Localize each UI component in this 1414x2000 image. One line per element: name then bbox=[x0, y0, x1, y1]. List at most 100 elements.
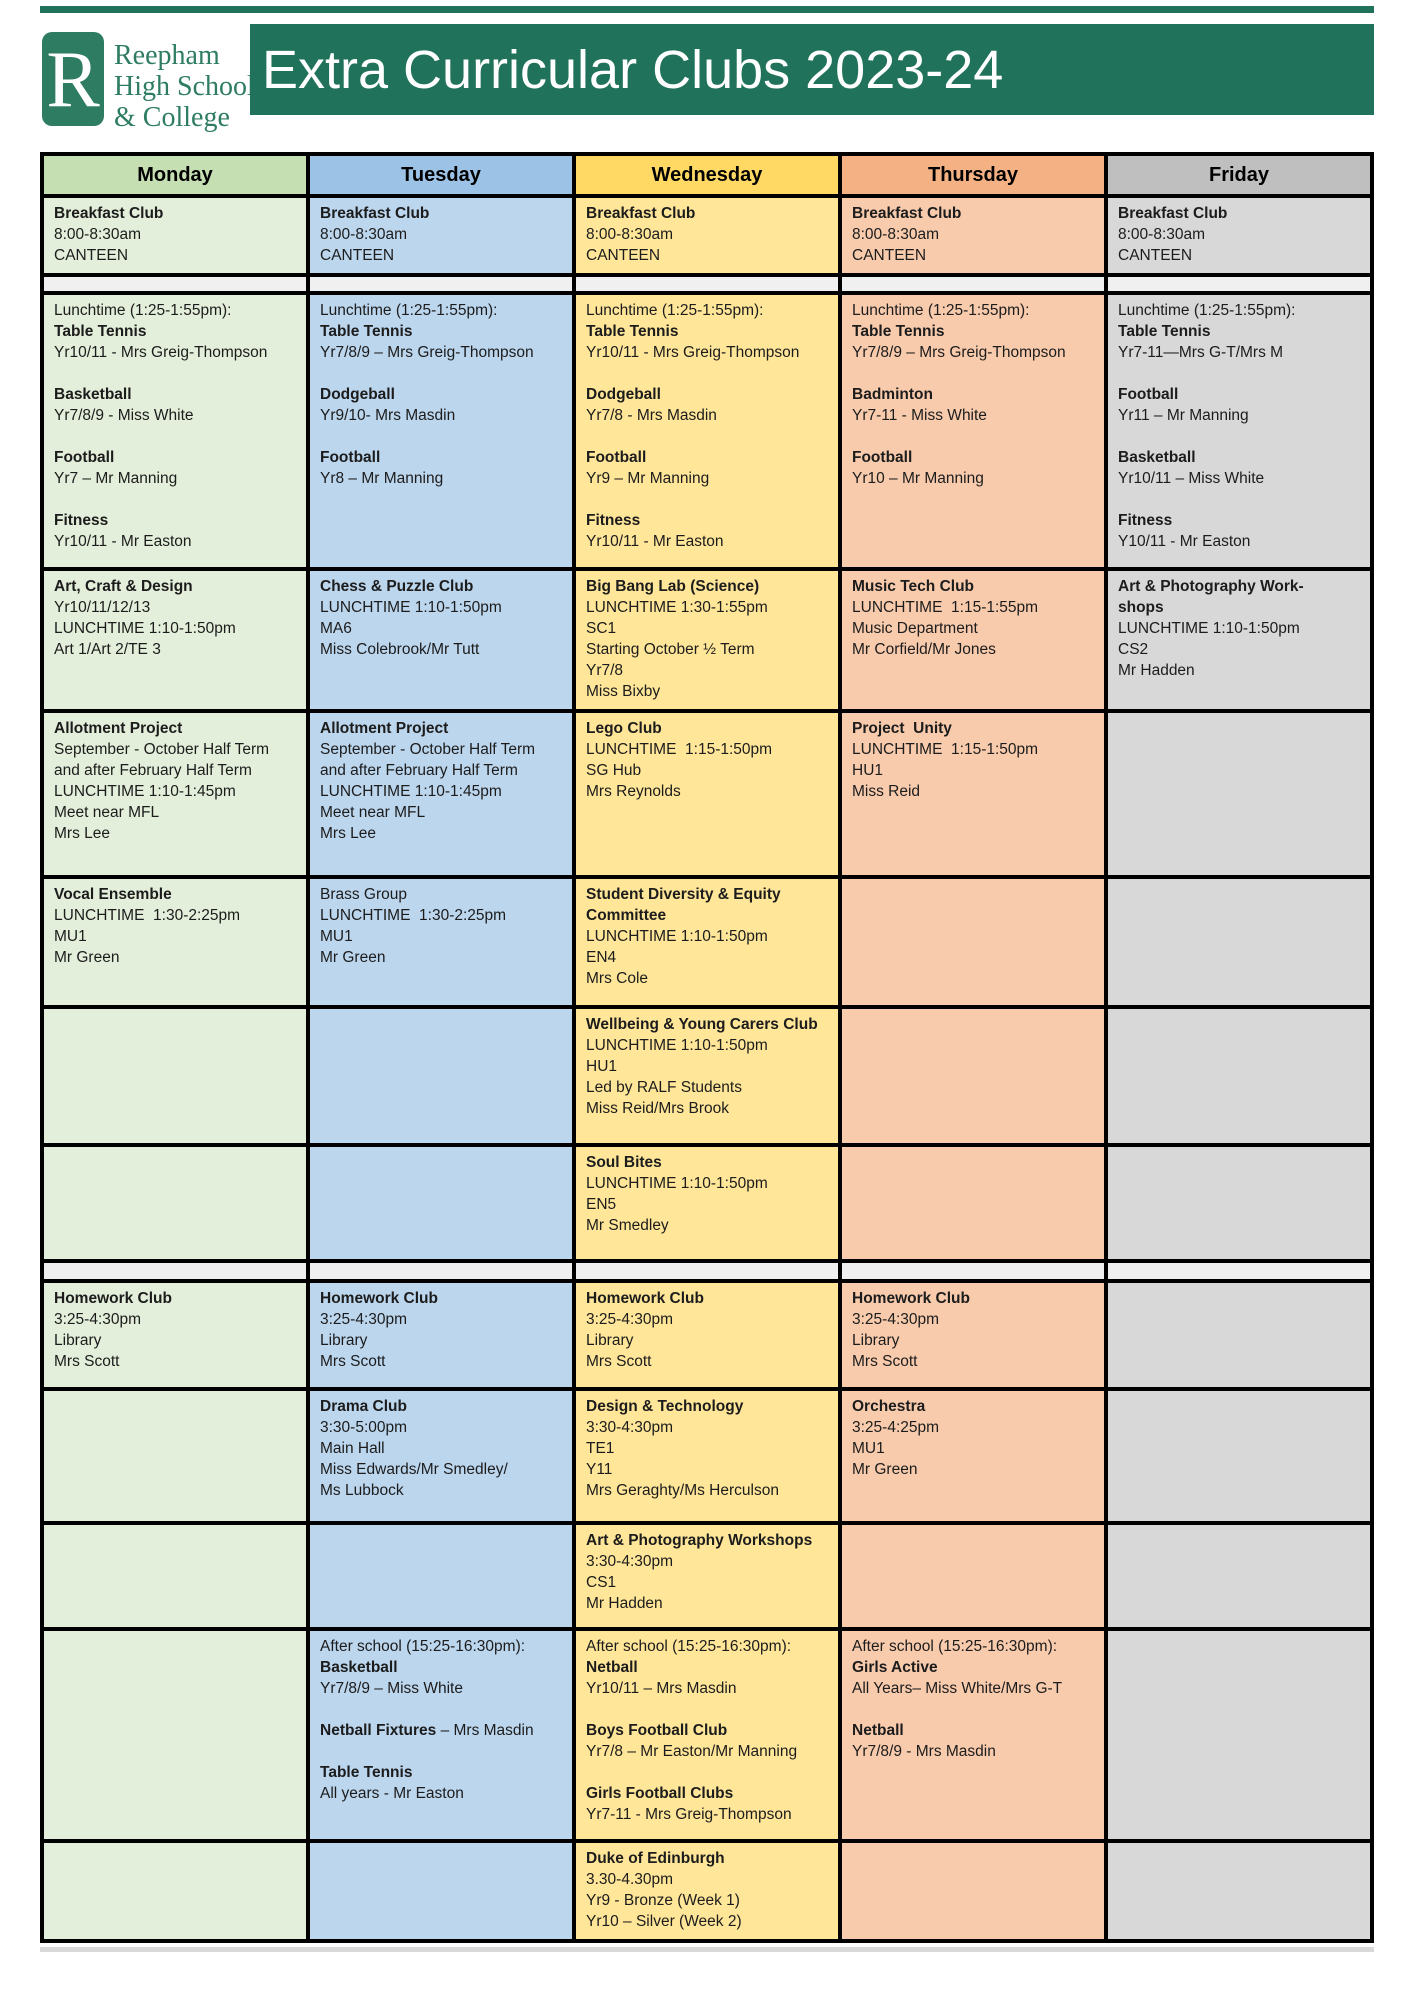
title-banner: Extra Curricular Clubs 2023-24 bbox=[250, 24, 1374, 115]
cell-line bbox=[54, 363, 300, 384]
cell-lunch-clubs-4-tuesday bbox=[310, 1009, 572, 1143]
cell-line: Meet near MFL bbox=[54, 804, 160, 821]
cell-duke-of-edinburgh-monday bbox=[44, 1843, 306, 1939]
cell-line: Art & Photography Workshops bbox=[586, 1532, 813, 1549]
school-logo-letter: R bbox=[46, 36, 100, 124]
cell-line: Breakfast Club bbox=[852, 205, 962, 222]
cell-line: LUNCHTIME 1:10-1:50pm bbox=[1118, 620, 1300, 637]
top-accent-line bbox=[40, 6, 1374, 13]
cell-line: Basketball bbox=[1118, 449, 1196, 466]
cell-lunchtime-sport-friday: Lunchtime (1:25-1:55pm): Table Tennis Yr7-… bbox=[1108, 295, 1370, 567]
school-name-line: High School bbox=[114, 71, 255, 102]
cell-line: Yr7-11—Mrs G-T/Mrs M bbox=[1118, 344, 1284, 361]
cell-line bbox=[1118, 363, 1364, 384]
day-header-wednesday: Wednesday bbox=[576, 156, 838, 194]
cell-line: Yr9 – Mr Manning bbox=[586, 470, 710, 487]
cell-line: TE1 bbox=[586, 1440, 615, 1457]
cell-line: Music Tech Club bbox=[852, 578, 975, 595]
cell-line: Netball bbox=[852, 1722, 904, 1739]
cell-afterschool-sport-tuesday: After school (15:25-16:30pm): Basketball Y… bbox=[310, 1631, 572, 1839]
cell-line: Yr7-11 - Mrs Greig-Thompson bbox=[586, 1806, 792, 1823]
cell-lunchtime-sport-monday: Lunchtime (1:25-1:55pm): Table Tennis Yr10… bbox=[44, 295, 306, 567]
cell-line: shops bbox=[1118, 599, 1164, 616]
cell-spacer-1-thursday bbox=[842, 277, 1104, 291]
cell-line: HU1 bbox=[586, 1058, 618, 1075]
cell-lunch-clubs-2-tuesday: Allotment Project September - October Hal… bbox=[310, 713, 572, 875]
cell-afterschool-1-thursday: Orchestra 3:25-4:25pm MU1 Mr Green bbox=[842, 1391, 1104, 1521]
day-header-monday: Monday bbox=[44, 156, 306, 194]
cell-line: Football bbox=[54, 449, 115, 466]
table-row-duke-of-edinburgh: Duke of Edinburgh 3.30-4.30pm Yr9 - Bronze… bbox=[44, 1843, 1370, 1939]
cell-lunch-clubs-4-monday bbox=[44, 1009, 306, 1143]
cell-line: 3:25-4:30pm bbox=[586, 1311, 674, 1328]
cell-line: Art & Photography Work- bbox=[1118, 578, 1304, 595]
cell-homework-monday: Homework Club 3:25-4:30pm Library Mrs Scott bbox=[44, 1283, 306, 1387]
cell-lunch-clubs-5-friday bbox=[1108, 1147, 1370, 1259]
cell-afterschool-2-monday bbox=[44, 1525, 306, 1627]
cell-lunch-clubs-5-wednesday: Soul Bites LUNCHTIME 1:10-1:50pm EN5 Mr Sme… bbox=[576, 1147, 838, 1259]
cell-line: Student Diversity & Equity bbox=[586, 886, 781, 903]
cell-line: Library bbox=[54, 1332, 102, 1349]
cell-line: After school (15:25-16:30pm): bbox=[320, 1638, 526, 1655]
cell-line: SG Hub bbox=[586, 762, 642, 779]
cell-line: Music Department bbox=[852, 620, 978, 637]
cell-line: Football bbox=[320, 449, 381, 466]
cell-breakfast-tuesday: Breakfast Club 8:00-8:30am CANTEEN bbox=[310, 198, 572, 273]
cell-line: Yr10 – Mr Manning bbox=[852, 470, 984, 487]
cell-line: Miss Edwards/Mr Smedley/ bbox=[320, 1461, 508, 1478]
cell-line: Table Tennis bbox=[320, 323, 413, 340]
cell-line: Lunchtime (1:25-1:55pm): bbox=[54, 302, 232, 319]
cell-lunch-clubs-2-thursday: Project Unity LUNCHTIME 1:15-1:50pm HU1 Mis… bbox=[842, 713, 1104, 875]
cell-line: After school (15:25-16:30pm): bbox=[852, 1638, 1058, 1655]
cell-spacer-2-monday bbox=[44, 1263, 306, 1279]
cell-afterschool-1-monday bbox=[44, 1391, 306, 1521]
cell-line: LUNCHTIME 1:30-2:25pm bbox=[54, 907, 241, 924]
table-row-afterschool-sport: After school (15:25-16:30pm): Basketball Y… bbox=[44, 1631, 1370, 1839]
cell-afterschool-2-tuesday bbox=[310, 1525, 572, 1627]
cell-line: Mrs Scott bbox=[586, 1353, 652, 1370]
cell-line: Yr7/8/9 – Mrs Greig-Thompson bbox=[320, 344, 534, 361]
cell-line: September - October Half Term bbox=[320, 741, 536, 758]
cell-line: 8:00-8:30am bbox=[1118, 226, 1206, 243]
cell-spacer-2-wednesday bbox=[576, 1263, 838, 1279]
cell-line: Y10/11 - Mr Easton bbox=[1118, 533, 1251, 550]
cell-line: Wellbeing & Young Carers Club bbox=[586, 1016, 818, 1033]
cell-line: Lunchtime (1:25-1:55pm): bbox=[320, 302, 498, 319]
cell-line: Boys Football Club bbox=[586, 1722, 728, 1739]
table-row-afterschool-1: Drama Club 3:30-5:00pm Main Hall Miss Edwar… bbox=[44, 1391, 1370, 1521]
cell-line: 3:25-4:30pm bbox=[54, 1311, 142, 1328]
cell-line: LUNCHTIME 1:15-1:50pm bbox=[586, 741, 773, 758]
table-row-lunch-clubs-3: Vocal Ensemble LUNCHTIME 1:30-2:25pm MU1 Mr… bbox=[44, 879, 1370, 1005]
cell-afterschool-2-thursday bbox=[842, 1525, 1104, 1627]
cell-lunch-clubs-5-thursday bbox=[842, 1147, 1104, 1259]
cell-line: Basketball bbox=[320, 1659, 398, 1676]
cell-homework-friday bbox=[1108, 1283, 1370, 1387]
cell-lunchtime-sport-tuesday: Lunchtime (1:25-1:55pm): Table Tennis Yr7/… bbox=[310, 295, 572, 567]
cell-spacer-1-tuesday bbox=[310, 277, 572, 291]
cell-line: Breakfast Club bbox=[320, 205, 430, 222]
cell-line: Netball Fixtures – Mrs Masdin bbox=[320, 1722, 534, 1739]
cell-line: Meet near MFL bbox=[320, 804, 426, 821]
cell-line: Miss Reid bbox=[852, 783, 921, 800]
cell-line bbox=[586, 363, 832, 384]
cell-lunch-clubs-4-friday bbox=[1108, 1009, 1370, 1143]
cell-line: MA6 bbox=[320, 620, 352, 637]
school-name-line: Reepham bbox=[114, 40, 220, 71]
cell-line: Y11 bbox=[586, 1461, 613, 1478]
cell-line: Miss Bixby bbox=[586, 683, 661, 700]
cell-line: Mrs Scott bbox=[852, 1353, 918, 1370]
cell-line: Yr7/8/9 - Miss White bbox=[54, 407, 194, 424]
cell-line: Ms Lubbock bbox=[320, 1482, 404, 1499]
clubs-table: Monday Tuesday Wednesday Thursday Friday Brea… bbox=[40, 152, 1374, 1943]
cell-lunch-clubs-3-wednesday: Student Diversity & Equity Committee LUNCH… bbox=[576, 879, 838, 1005]
cell-lunch-clubs-3-thursday bbox=[842, 879, 1104, 1005]
cell-line: LUNCHTIME 1:10-1:50pm bbox=[586, 1175, 768, 1192]
cell-afterschool-sport-thursday: After school (15:25-16:30pm): Girls Activ… bbox=[842, 1631, 1104, 1839]
cell-afterschool-sport-monday bbox=[44, 1631, 306, 1839]
cell-line: CANTEEN bbox=[586, 247, 661, 264]
cell-line: Committee bbox=[586, 907, 667, 924]
cell-line: Basketball bbox=[54, 386, 132, 403]
cell-spacer-1-wednesday bbox=[576, 277, 838, 291]
table-row-lunch-clubs-1: Art, Craft & Design Yr10/11/12/13 LUNCHTIM… bbox=[44, 571, 1370, 709]
cell-line: Lunchtime (1:25-1:55pm): bbox=[852, 302, 1030, 319]
